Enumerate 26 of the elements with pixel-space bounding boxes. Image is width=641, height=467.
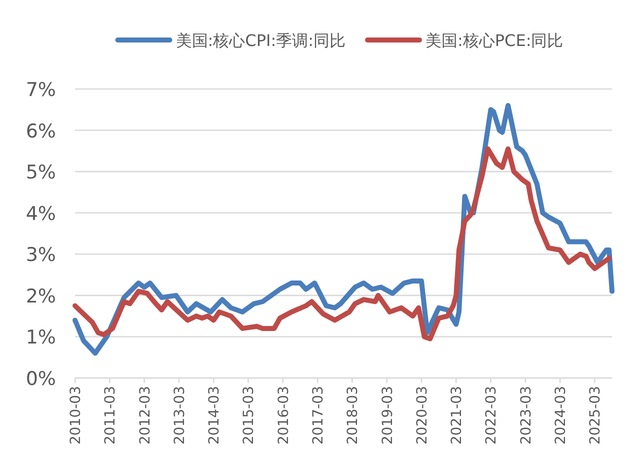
x-tick-label: 2010-03 bbox=[68, 386, 84, 444]
x-tick-label: 2016-03 bbox=[276, 386, 292, 444]
x-tick-label: 2022-03 bbox=[484, 386, 500, 444]
y-tick-label: 6% bbox=[26, 120, 56, 142]
y-tick-label: 3% bbox=[26, 244, 56, 266]
x-tick-label: 2018-03 bbox=[345, 386, 362, 444]
y-tick-label: 2% bbox=[26, 285, 56, 308]
x-tick-label: 2025-03 bbox=[588, 386, 604, 444]
y-tick-label: 5% bbox=[26, 162, 56, 184]
y-tick-label: 0% bbox=[26, 368, 56, 390]
legend-label: 美国:核心CPI:季调:同比 bbox=[176, 31, 346, 50]
x-tick-label: 2015-03 bbox=[241, 386, 258, 444]
x-tick-label: 2014-03 bbox=[206, 386, 223, 444]
x-tick-label: 2017-03 bbox=[310, 386, 327, 444]
x-tick-label: 2012-03 bbox=[137, 386, 154, 444]
legend-label: 美国:核心PCE:同比 bbox=[426, 31, 564, 50]
x-tick-label: 2021-03 bbox=[449, 386, 466, 444]
x-tick-label: 2023-03 bbox=[518, 386, 534, 444]
x-tick-label: 2019-03 bbox=[380, 386, 396, 444]
y-tick-label: 7% bbox=[26, 79, 56, 101]
y-tick-label: 1% bbox=[26, 326, 56, 349]
y-tick-label: 4% bbox=[26, 202, 56, 225]
x-tick-label: 2020-03 bbox=[414, 386, 430, 444]
x-tick-label: 2013-03 bbox=[172, 386, 188, 444]
x-tick-label: 2024-03 bbox=[553, 386, 570, 444]
x-tick-label: 2011-03 bbox=[102, 386, 119, 444]
